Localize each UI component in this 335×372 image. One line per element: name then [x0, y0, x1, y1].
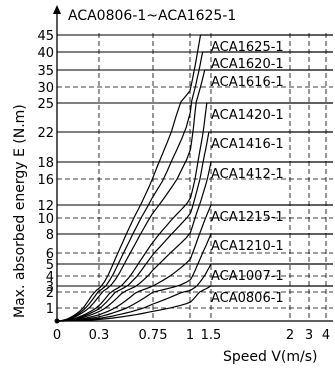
- series-label-aca1007-1: ACA1007-1: [211, 269, 284, 284]
- series-curve-aca0806-1: [57, 285, 333, 322]
- series-curve-aca1620-1: [56, 51, 333, 322]
- series-labels: ACA1625-1 ACA1620-1 ACA1616-1 ACA1420-1 ACA1…: [211, 40, 284, 306]
- series-curve-aca1215-1: [56, 204, 333, 322]
- series-label-aca1416-1: ACA1416-1: [211, 137, 284, 152]
- series-curves: [56, 34, 333, 322]
- y-tick-40: 40: [37, 46, 54, 61]
- y-tick-5: 5: [46, 258, 54, 273]
- series-label-aca1215-1: ACA1215-1: [211, 210, 284, 225]
- series-label-aca1412-1: ACA1412-1: [211, 167, 284, 182]
- x-tick-labels: 0 0.3 0.75 1 1.5 2 3 4: [53, 328, 330, 343]
- x-tick-4: 4: [322, 328, 330, 343]
- y-tick-25: 25: [37, 97, 54, 112]
- y-tick-4: 4: [46, 270, 54, 285]
- series-curve-aca1625-1: [56, 34, 333, 322]
- series-curve-aca1616-1: [56, 69, 333, 322]
- x-tick-2: 2: [286, 328, 294, 343]
- series-label-aca1210-1: ACA1210-1: [211, 239, 284, 254]
- series-curve-aca1412-1: [56, 161, 333, 322]
- series-label-aca1625-1: ACA1625-1: [211, 40, 284, 55]
- y-tick-12: 12: [37, 199, 54, 214]
- chart-title: ACA0806-1~ACA1625-1: [68, 8, 236, 24]
- x-tick-3: 3: [305, 328, 313, 343]
- y-tick-1: 1: [46, 302, 54, 317]
- series-label-aca1616-1: ACA1616-1: [211, 75, 284, 90]
- y-tick-3: 3: [46, 280, 54, 295]
- series-curve-aca1210-1: [56, 233, 333, 322]
- series-label-aca1620-1: ACA1620-1: [211, 57, 284, 72]
- x-tick-0-75: 0.75: [139, 328, 168, 343]
- y-axis-arrow: [53, 5, 61, 14]
- x-tick-1: 1: [186, 328, 194, 343]
- series-curve-aca1416-1: [56, 131, 333, 322]
- x-tick-0: 0: [53, 328, 61, 343]
- x-tick-0-3: 0.3: [89, 328, 110, 343]
- y-tick-18: 18: [37, 156, 54, 171]
- series-label-aca0806-1: ACA0806-1: [211, 291, 284, 306]
- y-tick-6: 6: [46, 247, 54, 262]
- x-tick-1-5: 1.5: [201, 328, 222, 343]
- y-tick-45: 45: [37, 29, 54, 44]
- y-tick-10: 10: [37, 212, 54, 227]
- y-tick-8: 8: [46, 228, 54, 243]
- axes: [53, 5, 333, 324]
- x-axis-label: Speed V(m/s): [223, 349, 318, 365]
- y-tick-22: 22: [37, 126, 54, 141]
- y-tick-35: 35: [37, 64, 54, 79]
- y-tick-30: 30: [37, 81, 54, 96]
- series-curve-aca1007-1: [57, 263, 333, 322]
- y-tick-2: 2: [46, 286, 54, 301]
- y-axis-label: Max. absorbed energy E (N.m): [12, 104, 28, 318]
- series-label-aca1420-1: ACA1420-1: [211, 108, 284, 123]
- series-curve-aca1420-1: [56, 102, 333, 322]
- y-tick-16: 16: [37, 173, 54, 188]
